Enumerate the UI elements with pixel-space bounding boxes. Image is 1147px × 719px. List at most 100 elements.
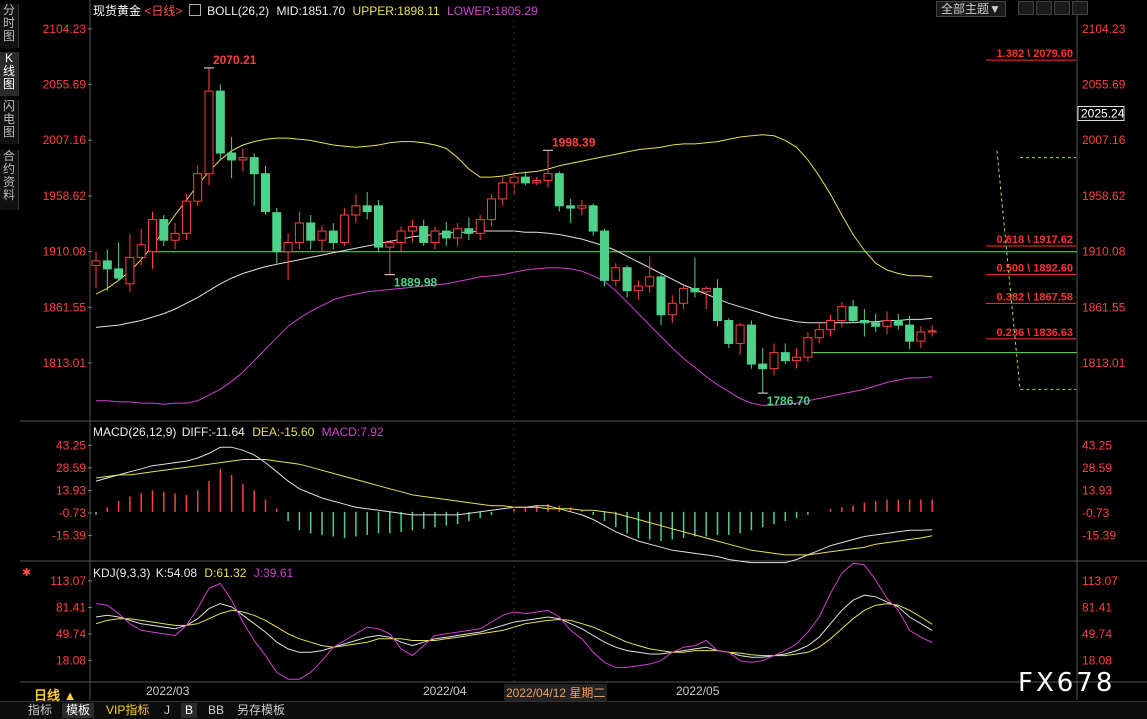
kdj-d-line (95, 603, 933, 657)
candle-body (148, 219, 157, 253)
kdj-d: D:61.32 (204, 566, 247, 580)
tab-contract-info[interactable]: 合约资料 (0, 150, 19, 210)
candle-body (916, 331, 926, 342)
restore-icon[interactable] (1036, 1, 1052, 15)
candle-body (306, 222, 316, 241)
candle-body (848, 306, 858, 322)
candle-body (769, 352, 779, 370)
candle-body (566, 205, 576, 209)
price-tick-right: 2104.23 (1082, 22, 1126, 36)
candle-body (125, 256, 135, 285)
price-tick-right: 2055.69 (1082, 78, 1126, 92)
candle-body (837, 306, 847, 322)
candle-body (487, 198, 496, 221)
period-selector[interactable]: 日线 ▲ (34, 688, 77, 703)
kdj-tick-right: 18.08 (1082, 654, 1112, 668)
theme-dropdown-button[interactable]: 全部主题▼ (936, 1, 1006, 17)
x-label-may: 2022/05 (676, 684, 720, 698)
candle-body (520, 176, 530, 184)
candle-body (532, 180, 542, 184)
kdj-label: KDJ(9,3,3) (93, 566, 151, 580)
candle-body (159, 219, 169, 241)
btn-template[interactable]: 模板 (62, 703, 95, 718)
candle-body (102, 260, 112, 270)
candle-body (272, 212, 282, 253)
price-tick-right: 2007.16 (1082, 133, 1126, 147)
kdj-tick-left: 81.41 (56, 600, 86, 614)
close-icon[interactable] (1072, 1, 1088, 15)
cursor-date: 2022/04/12 星期二 (504, 684, 608, 701)
kdj-k: K:54.08 (155, 566, 198, 580)
minimize-icon[interactable] (1018, 1, 1034, 15)
candle-body (340, 214, 350, 244)
tab-timeshare[interactable]: 分时图 (0, 4, 19, 48)
btn-bb[interactable]: BB (208, 703, 225, 717)
current-price-label: 2025.24 (1081, 107, 1125, 121)
macd-tick-right: 43.25 (1082, 438, 1112, 452)
candle-body (803, 337, 813, 358)
candle-body (498, 182, 508, 200)
annotation-label-3: 1786.70 (767, 394, 811, 408)
candle-body (611, 267, 621, 281)
kdj-header: KDJ(9,3,3) K:54.08 D:61.32 J:39.61 (93, 566, 293, 580)
settings-icon[interactable] (188, 4, 201, 16)
price-tick-left: 2055.69 (43, 78, 87, 92)
macd-dea: DEA:-15.60 (252, 425, 315, 439)
candle-body (701, 287, 711, 293)
candle-body (814, 329, 824, 339)
candle-body (170, 232, 180, 241)
candle-body (328, 230, 338, 244)
fib-label-1: 0.618 \ 1917.62 (997, 234, 1073, 246)
candle-body (227, 152, 237, 161)
candle-body (441, 230, 451, 239)
candle-body (204, 90, 214, 175)
macd-header: MACD(26,12,9) DIFF:-11.64 DEA:-15.60 MAC… (93, 425, 384, 439)
candle-body (283, 242, 293, 253)
price-tick-left: 2007.16 (43, 133, 87, 147)
annotation-label-0: 2070.21 (213, 53, 257, 67)
macd-value: MACD:7.92 (321, 425, 384, 439)
macd-diff: DIFF:-11.64 (181, 425, 245, 439)
candle-body (453, 228, 463, 239)
tab-kline[interactable]: K线图 (0, 52, 19, 96)
x-label-apr: 2022/04 (423, 684, 467, 698)
candle-body (430, 230, 440, 244)
candle-body (859, 320, 869, 324)
macd-tick-left: 13.93 (56, 483, 86, 497)
candle-body (679, 287, 689, 304)
macd-tick-right: -15.39 (1082, 529, 1116, 543)
price-tick-right: 1958.62 (1082, 189, 1126, 203)
fib-projection-line (996, 150, 1076, 390)
current-price-box (1077, 106, 1125, 122)
candle-body (543, 173, 553, 182)
candle-body (600, 230, 609, 281)
macd-tick-left: 28.59 (56, 461, 86, 475)
candle-body (362, 205, 372, 213)
btn-save-template[interactable]: 另存模板 (237, 703, 286, 717)
annotation-label-2: 1889.98 (394, 276, 438, 290)
btn-vip-indicators[interactable]: VIP指标 (106, 703, 150, 717)
btn-indicators[interactable]: 指标 (28, 703, 53, 717)
candle-body (735, 324, 745, 344)
candle-body (464, 228, 474, 234)
tab-flash-chart[interactable]: 闪电图 (0, 100, 19, 144)
candle-body (193, 173, 203, 202)
macd-tick-right: 13.93 (1082, 483, 1112, 497)
candle-body (181, 200, 191, 234)
fib-label-3: 0.382 \ 1867.58 (997, 291, 1073, 303)
price-tick-right: 1910.08 (1082, 245, 1126, 259)
candle-body (792, 356, 802, 362)
candle-body (215, 90, 225, 154)
btn-j[interactable]: J (164, 703, 170, 717)
candle-body (713, 287, 722, 322)
period-label: <日线> (144, 4, 183, 18)
candle-body (396, 230, 406, 244)
instrument-name: 现货黄金 (93, 4, 142, 18)
maximize-icon[interactable] (1054, 1, 1070, 15)
macd-tick-left: -15.39 (52, 529, 86, 543)
candle-body (136, 244, 146, 258)
btn-b[interactable]: B (181, 703, 198, 718)
kdj-tick-left: 49.74 (56, 627, 86, 641)
price-tick-left: 1861.55 (43, 300, 87, 314)
